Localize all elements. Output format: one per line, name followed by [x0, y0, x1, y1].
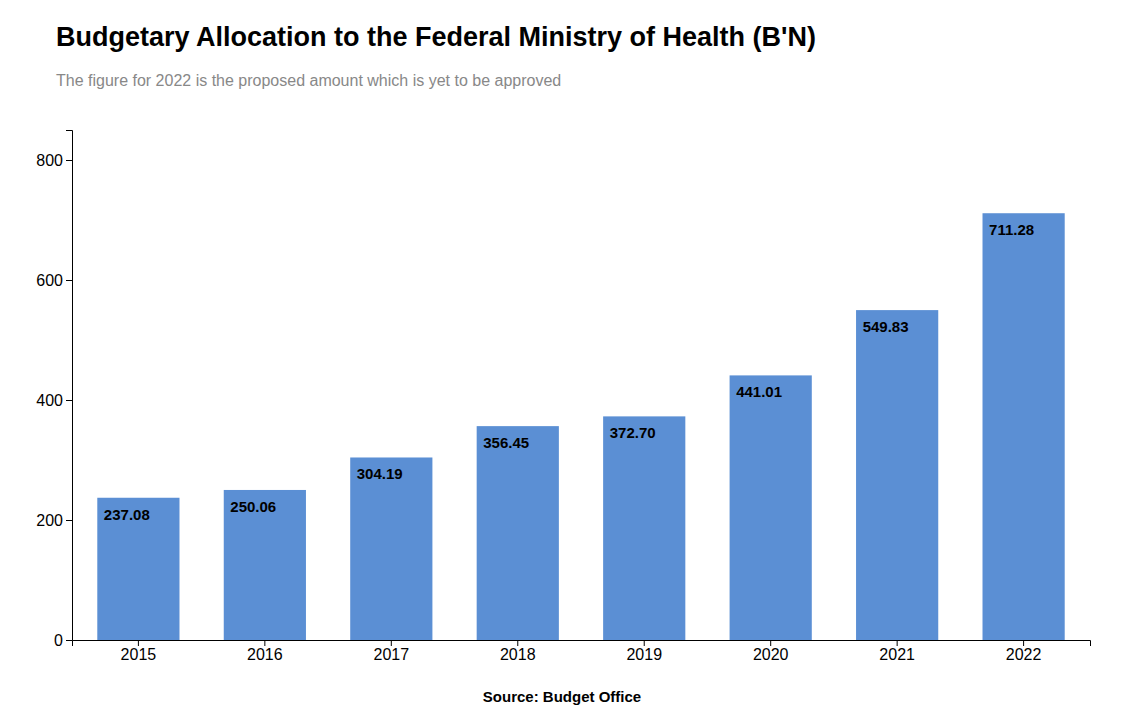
y-axis: 0 200 400 600 800 [36, 131, 72, 649]
tick: 2015 [121, 640, 157, 663]
tick-mark [66, 400, 72, 401]
tick-label: 2016 [247, 646, 283, 663]
chart: Budgetary Allocation to the Federal Mini… [0, 0, 1124, 712]
annotation: Source: Budget Office [483, 688, 641, 705]
axis-line [73, 641, 1091, 647]
tick-label: 2019 [626, 646, 662, 663]
tick-mark [138, 640, 139, 646]
tick-label: 2015 [121, 646, 157, 663]
data-label: 250.06 [230, 498, 276, 515]
tick-label: 2021 [879, 646, 915, 663]
tick-label: 800 [36, 152, 63, 169]
plot: 0 200 400 600 800 2015 2016 2017 2018 2019 2020 202… [36, 131, 1090, 664]
bar [983, 213, 1065, 640]
data-label: 304.19 [357, 465, 403, 482]
tick-label: 2018 [500, 646, 536, 663]
tick-label: 0 [54, 632, 63, 649]
bar [97, 498, 179, 640]
tick-mark [264, 640, 265, 646]
tick: 2017 [374, 640, 410, 663]
tick-label: 2017 [374, 646, 410, 663]
tick: 2018 [500, 640, 536, 663]
tick-label: 200 [36, 512, 63, 529]
bar [477, 426, 559, 640]
bar [730, 375, 812, 640]
tick-mark [897, 640, 898, 646]
tick-mark [644, 640, 645, 646]
tick-mark [391, 640, 392, 646]
tick: 200 [36, 512, 72, 529]
tick-mark [66, 640, 72, 641]
tick-label: 600 [36, 272, 63, 289]
x-axis: 2015 2016 2017 2018 2019 2020 2021 2022 [73, 640, 1091, 663]
tick: 400 [36, 392, 72, 409]
tick: 2019 [626, 640, 662, 663]
title: Budgetary Allocation to the Federal Mini… [56, 22, 816, 52]
tick: 2022 [1006, 640, 1042, 663]
tick-label: 400 [36, 392, 63, 409]
bar [350, 457, 432, 640]
tick-label: 2020 [753, 646, 789, 663]
tick-mark [66, 160, 72, 161]
bars [97, 213, 1064, 640]
data-label: 549.83 [863, 318, 909, 335]
data-label: 372.70 [610, 424, 656, 441]
data-label: 711.28 [989, 221, 1034, 238]
subtitle: The figure for 2022 is the proposed amou… [56, 72, 561, 89]
data-labels: 237.08 250.06 304.19 356.45 372.70 441.01 549.… [104, 221, 1034, 523]
bar [603, 416, 685, 640]
tick: 2021 [879, 640, 915, 663]
tick-mark [1023, 640, 1024, 646]
tick-mark [66, 520, 72, 521]
tick: 800 [36, 152, 72, 169]
data-label: 237.08 [104, 506, 150, 523]
bar [224, 490, 306, 640]
tick: 2020 [753, 640, 789, 663]
data-label: 441.01 [736, 383, 782, 400]
bar [856, 310, 938, 640]
tick-label: 2022 [1006, 646, 1042, 663]
tick-mark [517, 640, 518, 646]
tick: 2016 [247, 640, 283, 663]
data-label: 356.45 [483, 434, 529, 451]
tick: 0 [54, 632, 72, 649]
tick-mark [66, 280, 72, 281]
tick-mark [770, 640, 771, 646]
tick: 600 [36, 272, 72, 289]
axis-line [66, 131, 73, 641]
